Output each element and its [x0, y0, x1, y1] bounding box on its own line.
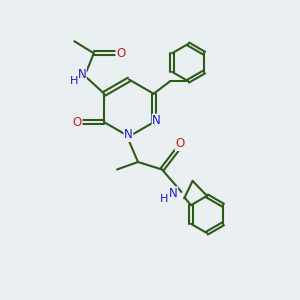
Text: O: O: [73, 116, 82, 129]
Text: N: N: [124, 128, 133, 142]
Text: N: N: [77, 68, 86, 81]
Text: H: H: [160, 194, 168, 205]
Text: O: O: [116, 47, 125, 60]
Text: N: N: [152, 114, 161, 127]
Text: H: H: [70, 76, 78, 86]
Text: O: O: [176, 137, 184, 151]
Text: N: N: [169, 187, 178, 200]
